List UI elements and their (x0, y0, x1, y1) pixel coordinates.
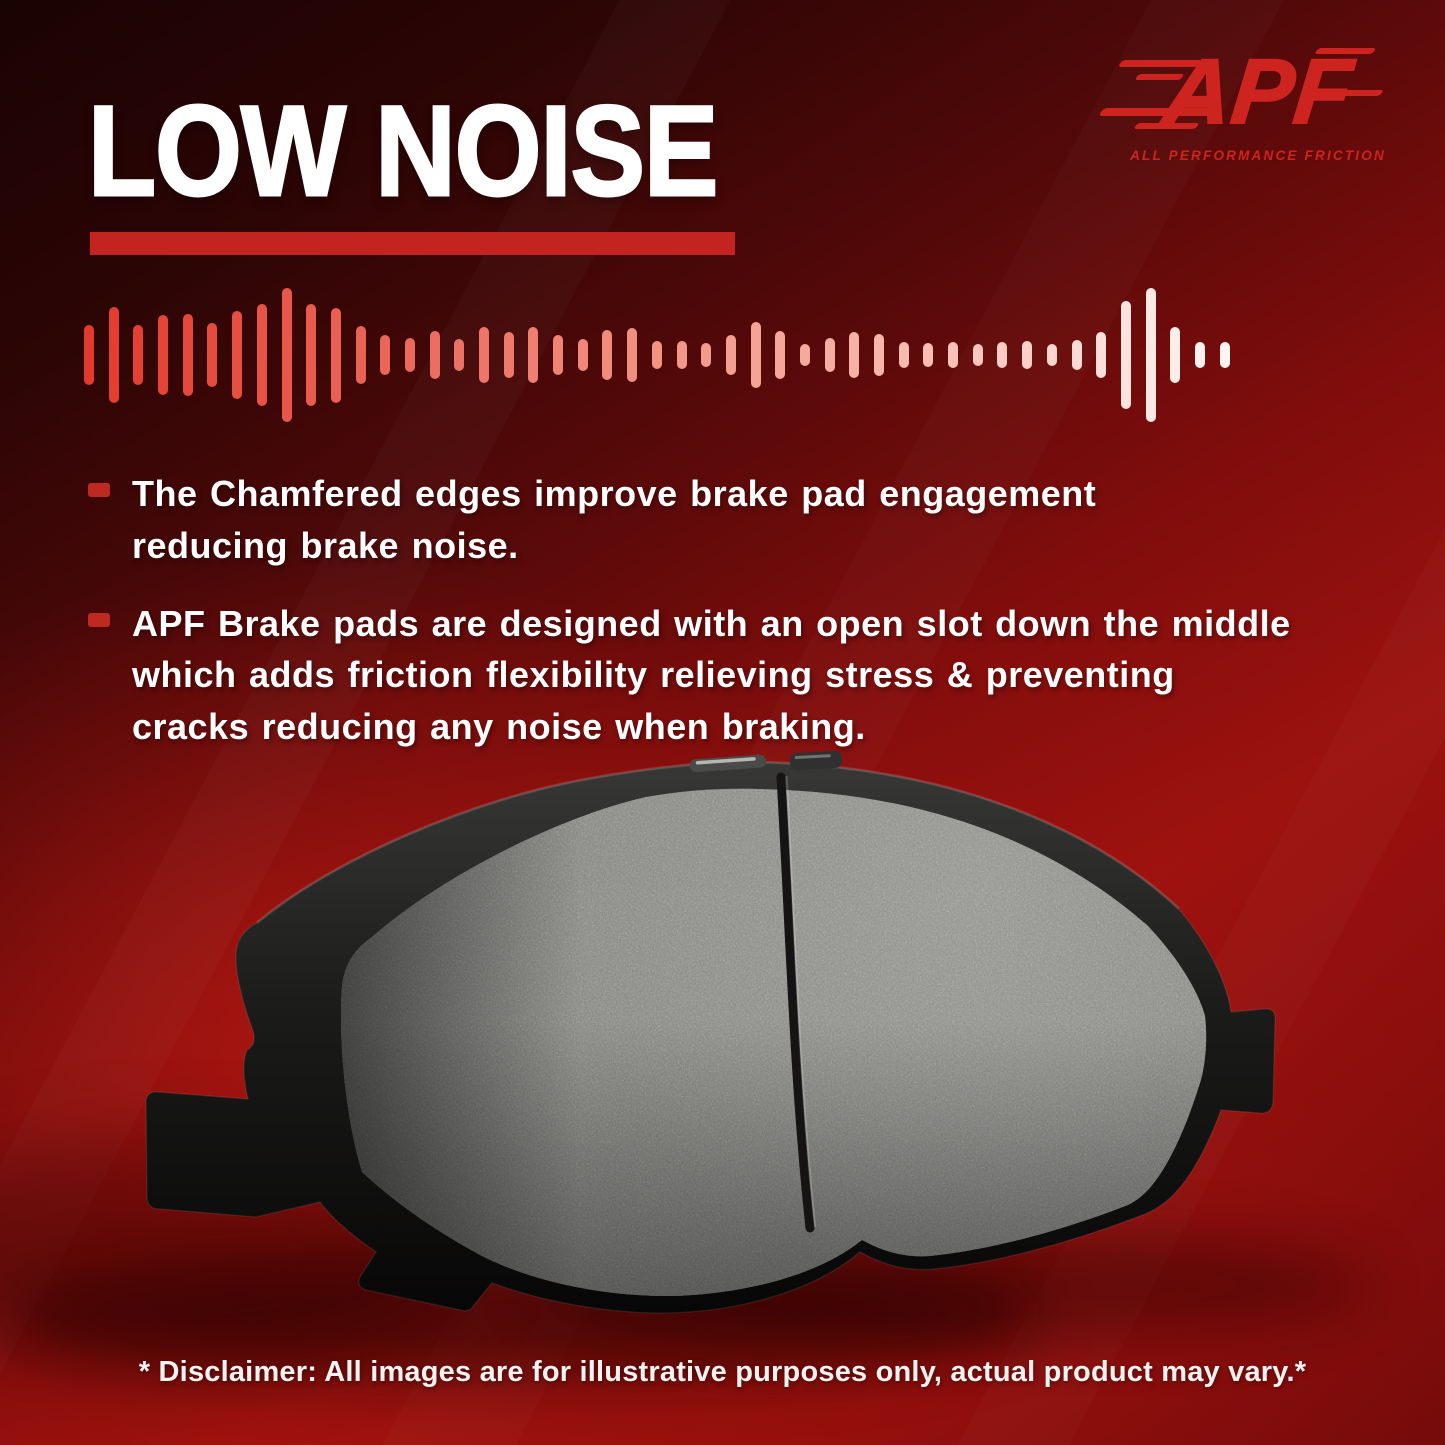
title-underline-bar (90, 232, 735, 255)
wave-bar (775, 331, 786, 379)
feature-text: The Chamfered edges improve brake pad en… (132, 473, 1097, 566)
disclaimer-text: * Disclaimer: All images are for illustr… (138, 1356, 1307, 1388)
wave-bar (824, 338, 835, 372)
wave-bar (479, 327, 489, 383)
wave-bar (577, 339, 588, 371)
wave-bar (1046, 344, 1057, 366)
wave-bar (1071, 340, 1082, 370)
wave-bar (1120, 301, 1131, 409)
wave-bar (750, 322, 761, 388)
wave-bar (1170, 327, 1181, 383)
wave-bar (158, 315, 169, 395)
wave-bar (1096, 332, 1107, 378)
feature-text: APF Brake pads are designed with an open… (132, 602, 1291, 748)
wave-bar (553, 335, 564, 375)
wave-bar (849, 332, 860, 378)
wave-bar (997, 342, 1008, 368)
apf-logo: APF ALL PERFORMANCE FRICTION (1097, 40, 1394, 163)
wave-bar (1022, 341, 1033, 369)
wave-bar (799, 344, 810, 366)
wave-bar (676, 341, 687, 369)
wave-bar (355, 326, 366, 384)
wave-bar (429, 331, 440, 379)
wave-bar (133, 325, 144, 385)
page-title: LOW NOISE (87, 80, 720, 223)
wave-bar (330, 307, 341, 403)
wave-bar (306, 304, 317, 406)
wave-bar (1194, 342, 1205, 368)
wave-bar (503, 332, 514, 378)
feature-item: The Chamfered edges improve brake pad en… (88, 468, 1398, 572)
apf-logo-tagline: ALL PERFORMANCE FRICTION (1130, 148, 1386, 163)
wave-bar (898, 342, 909, 368)
wave-bar (701, 343, 712, 367)
wave-bar (454, 339, 465, 371)
wave-bar (651, 341, 662, 369)
wave-bar (182, 314, 193, 396)
wave-bar (84, 325, 94, 385)
wave-bar (207, 323, 218, 387)
wave-bar (602, 330, 613, 380)
wave-bar (281, 288, 292, 422)
feature-list: The Chamfered edges improve brake pad en… (88, 468, 1398, 779)
bullet-marker (88, 483, 110, 497)
wave-bar (256, 304, 267, 406)
wave-bar (232, 311, 243, 399)
wave-bar (1145, 288, 1156, 422)
wave-bar (923, 343, 934, 367)
wave-bar (528, 327, 539, 383)
wave-bar (948, 342, 959, 368)
wave-bar (108, 307, 119, 403)
wave-bar (404, 338, 415, 372)
wave-bar (380, 335, 391, 375)
wave-bar (627, 328, 638, 382)
wave-bar (1219, 342, 1230, 368)
bullet-marker (88, 612, 110, 627)
wave-bar (972, 344, 983, 366)
sound-wave (84, 287, 1230, 423)
wave-bar (874, 334, 884, 376)
wave-bar (725, 335, 736, 375)
feature-item: APF Brake pads are designed with an open… (88, 598, 1398, 753)
